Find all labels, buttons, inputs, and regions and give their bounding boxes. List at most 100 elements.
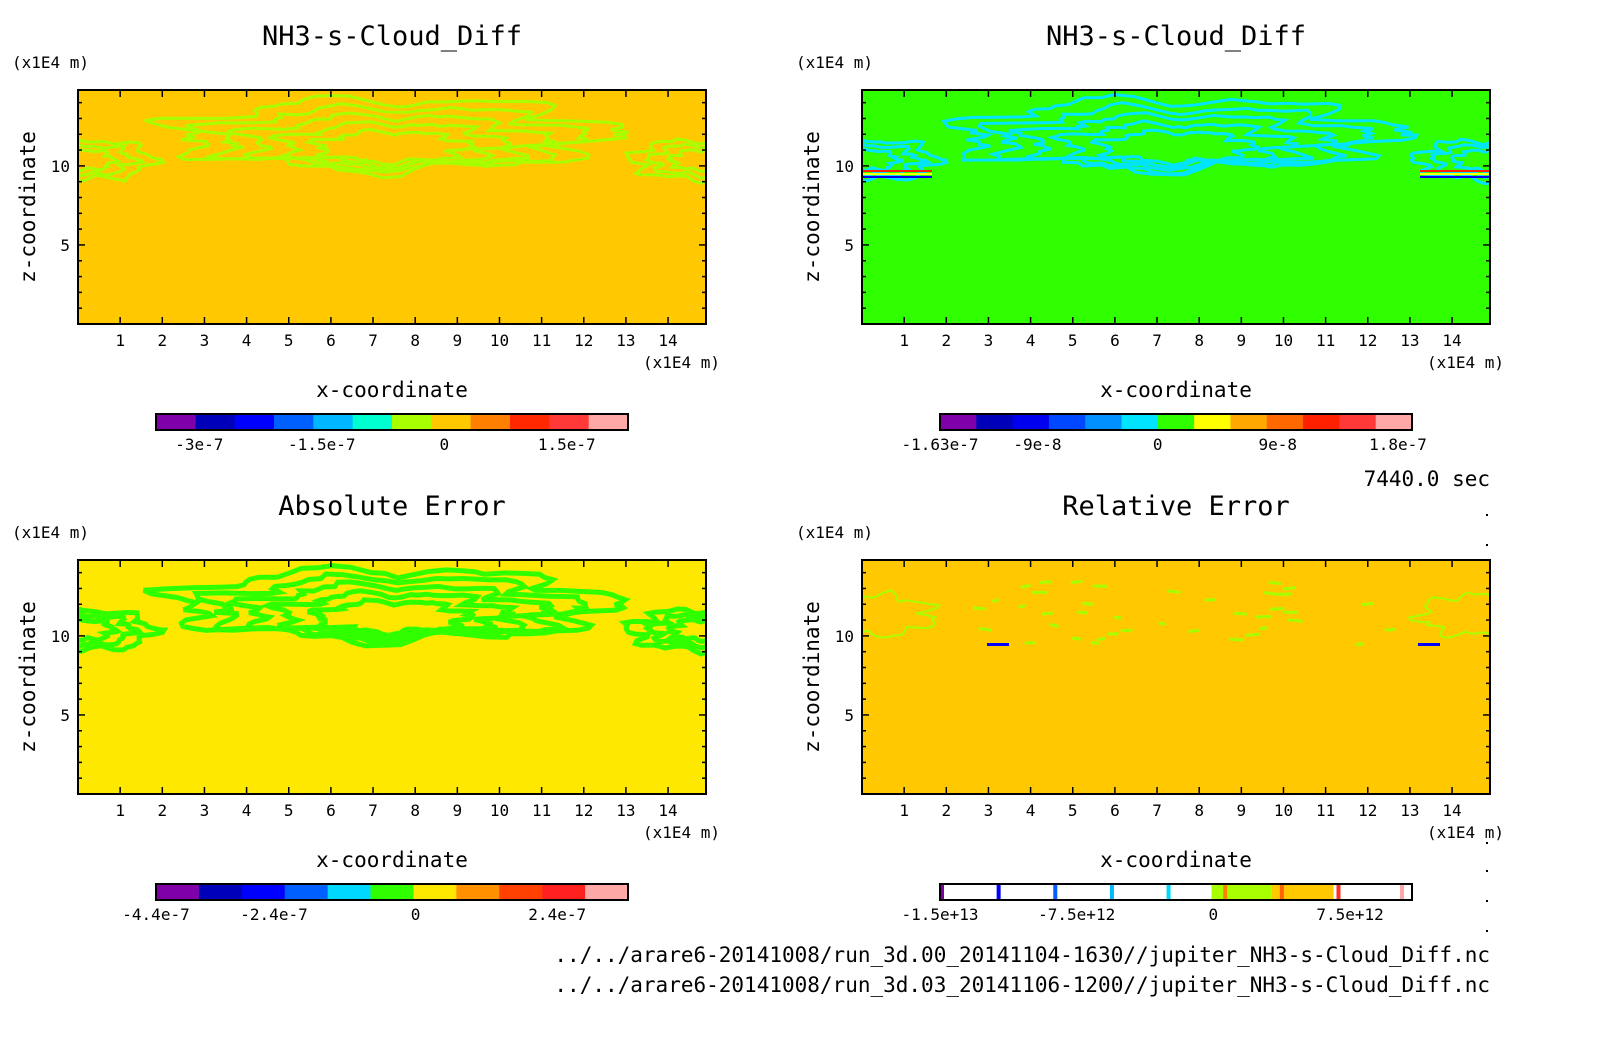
contour-line bbox=[260, 588, 521, 641]
colorbar-bin bbox=[456, 884, 500, 900]
contour-line bbox=[1407, 591, 1490, 639]
contour-line bbox=[1282, 586, 1297, 591]
contour-line bbox=[1071, 636, 1082, 641]
contour-line bbox=[1096, 636, 1106, 642]
contour-line bbox=[618, 606, 706, 657]
contour-line bbox=[78, 606, 169, 654]
colorbar-tick-label: -3e-7 bbox=[175, 435, 223, 454]
colorbar-bin bbox=[499, 884, 543, 900]
contour-line bbox=[1361, 601, 1375, 607]
contour-fill bbox=[987, 643, 1009, 646]
contour-line bbox=[78, 611, 145, 649]
contour-line bbox=[862, 142, 933, 178]
x-tick-label: 8 bbox=[410, 801, 420, 820]
colorbar-frame bbox=[939, 883, 1413, 901]
colorbar-bin bbox=[585, 884, 629, 900]
contour-line bbox=[972, 606, 986, 611]
x-tick-label: 10 bbox=[490, 331, 509, 350]
contours bbox=[862, 92, 1490, 186]
x-tick-label: 5 bbox=[284, 331, 294, 350]
x-tick-label: 8 bbox=[1194, 331, 1204, 350]
x-tick-label: 14 bbox=[1442, 801, 1461, 820]
x-tick-label: 4 bbox=[1026, 801, 1036, 820]
contour-fill bbox=[1420, 170, 1490, 172]
colorbar-tick-label: -1.63e-7 bbox=[901, 435, 978, 454]
contour-line bbox=[1088, 128, 1261, 167]
x-axis-label: x-coordinate bbox=[316, 848, 468, 872]
contour-line bbox=[78, 137, 168, 183]
plot-frame bbox=[77, 559, 707, 795]
contour-line bbox=[1246, 632, 1260, 637]
contour-line bbox=[1408, 137, 1490, 186]
x-tick-label: 3 bbox=[200, 801, 210, 820]
contour-line bbox=[1090, 641, 1101, 646]
y-unit-label: (x1E4 m) bbox=[12, 523, 89, 542]
panel-1: NH3-s-Cloud_Diff(x1E4 m)1 2 3 4 5 6 7 8 9 10 11 12 1… bbox=[12, 21, 720, 454]
contour-line bbox=[1039, 580, 1052, 584]
contour-line bbox=[1018, 604, 1026, 609]
colorbar-bin bbox=[1157, 414, 1195, 430]
x-tick-label: 12 bbox=[1358, 331, 1377, 350]
colorbar-stripe bbox=[1279, 884, 1284, 900]
colorbar-bin bbox=[1339, 414, 1377, 430]
x-tick-label: 8 bbox=[1194, 801, 1204, 820]
contour-line bbox=[1384, 627, 1396, 632]
x-tick-label: 6 bbox=[326, 801, 336, 820]
contour-line bbox=[1046, 119, 1299, 169]
x-tick-label: 6 bbox=[1110, 801, 1120, 820]
x-tick-label: 12 bbox=[1358, 801, 1377, 820]
colorbar-bin bbox=[431, 414, 472, 430]
colorbar-bin bbox=[352, 414, 393, 430]
x-tick-label: 9 bbox=[1237, 331, 1247, 350]
contour-line bbox=[978, 626, 993, 632]
panel-3: Absolute Error(x1E4 m)1 2 3 4 5 6 7 8 9 10 11 12 13 1… bbox=[12, 491, 720, 924]
contours bbox=[78, 563, 706, 657]
x-tick-label: 2 bbox=[157, 331, 167, 350]
contour-line bbox=[1008, 111, 1340, 172]
x-tick-label: 14 bbox=[658, 331, 677, 350]
contour-line bbox=[224, 111, 556, 173]
colorbar-tick-label: 7.5e+12 bbox=[1316, 905, 1383, 924]
y-tick-label: 10 bbox=[835, 157, 854, 176]
x-tick-label: 7 bbox=[368, 801, 378, 820]
contour-line bbox=[221, 579, 561, 645]
contour-line bbox=[1234, 611, 1247, 616]
x-tick-label: 5 bbox=[1068, 331, 1078, 350]
colorbar-bin bbox=[327, 884, 372, 900]
colorbar-bin bbox=[1230, 414, 1268, 430]
y-axis-label: z-coordinate bbox=[16, 601, 40, 753]
colorbar-tick-label: -2.4e-7 bbox=[240, 905, 307, 924]
colorbar-bin bbox=[1194, 414, 1231, 430]
contour-line bbox=[1283, 610, 1299, 615]
contours bbox=[78, 93, 706, 185]
colorbar-bin bbox=[1121, 414, 1159, 430]
x-tick-label: 10 bbox=[490, 801, 509, 820]
colorbar-bin bbox=[370, 884, 414, 900]
colorbar-tick-label: 2.4e-7 bbox=[528, 905, 586, 924]
panel-title: Absolute Error bbox=[278, 491, 506, 522]
contour-line bbox=[1092, 584, 1108, 588]
contour-line bbox=[665, 148, 706, 174]
colorbar-tick-label: -7.5e+12 bbox=[1038, 905, 1115, 924]
colorbar-tick-label: 1.8e-7 bbox=[1369, 435, 1427, 454]
colorbar-stripe bbox=[996, 884, 1001, 900]
contour-line bbox=[1263, 590, 1274, 596]
x-tick-label: 11 bbox=[532, 801, 551, 820]
contour-line bbox=[78, 147, 123, 173]
colorbar-bin bbox=[1271, 884, 1334, 900]
colorbar-tick-label: 0 bbox=[1153, 435, 1163, 454]
colorbar-bin bbox=[234, 414, 275, 430]
y-tick-label: 5 bbox=[60, 706, 70, 725]
colorbar-frame bbox=[155, 413, 629, 431]
colorbar-bin bbox=[284, 884, 329, 900]
colorbar-bin bbox=[940, 414, 977, 430]
contour-fill bbox=[1420, 176, 1490, 178]
x-unit-label: (x1E4 m) bbox=[1427, 353, 1504, 372]
colorbar-bin bbox=[156, 414, 196, 430]
contour-line bbox=[643, 142, 706, 180]
colorbar-bin bbox=[413, 884, 457, 900]
colorbar-stripe bbox=[1166, 884, 1171, 900]
y-tick-label: 10 bbox=[51, 157, 70, 176]
contour-line bbox=[1120, 628, 1133, 633]
